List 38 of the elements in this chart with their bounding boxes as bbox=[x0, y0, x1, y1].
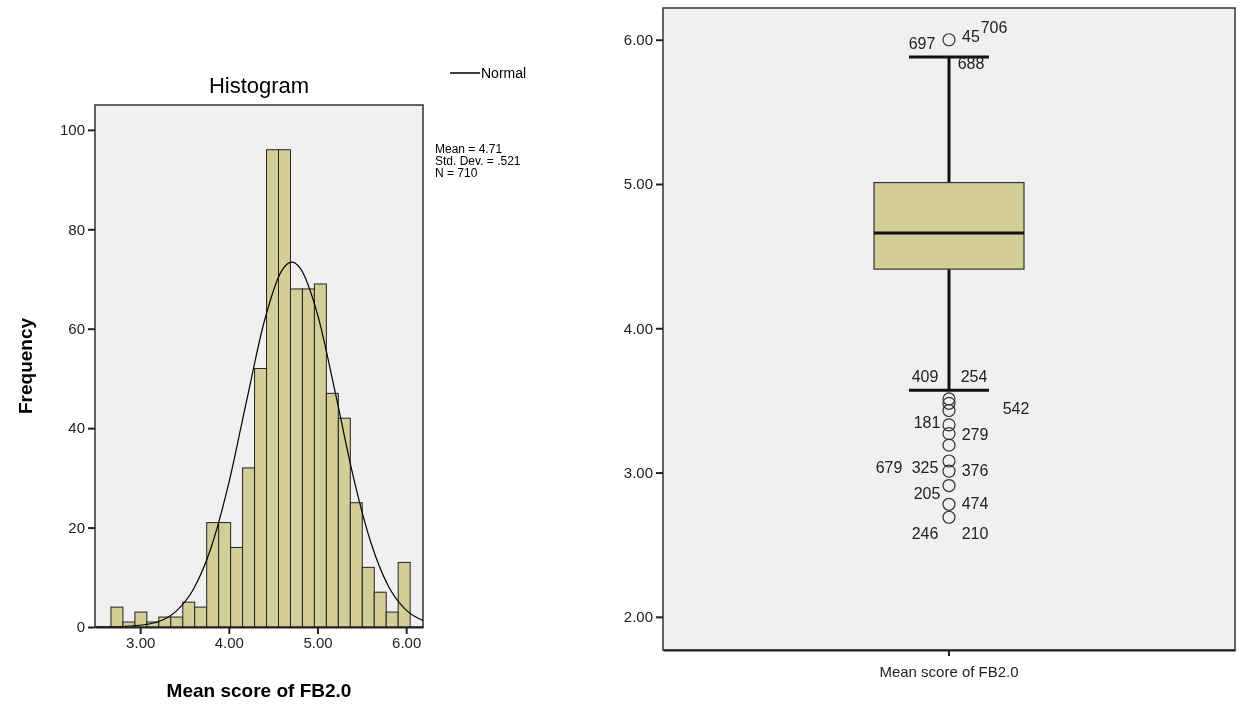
annotation: 210 bbox=[961, 524, 989, 542]
x-tick-label: 4.00 bbox=[214, 633, 244, 651]
y-axis-title: Frequency bbox=[15, 317, 36, 415]
y-tick-label: 3.00 bbox=[623, 463, 653, 481]
text: Std. Dev. = .521 bbox=[435, 154, 521, 168]
x-tick-label: 5.00 bbox=[303, 633, 333, 651]
annotation: 246 bbox=[911, 524, 939, 542]
annotation: 325 bbox=[911, 458, 939, 476]
annotation: 542 bbox=[1002, 399, 1030, 417]
y-tick-label: 5.00 bbox=[623, 175, 653, 193]
y-tick-label: 80 bbox=[68, 220, 85, 238]
y-tick-label: 100 bbox=[59, 121, 85, 139]
annotation: 376 bbox=[961, 461, 989, 479]
annotation: 45 bbox=[962, 27, 980, 45]
x-tick-label: 3.00 bbox=[126, 633, 156, 651]
annotation: 205 bbox=[913, 484, 941, 502]
annotation: 181 bbox=[913, 413, 941, 431]
text: N = 710 bbox=[435, 166, 478, 180]
y-tick-label: 40 bbox=[68, 419, 85, 437]
annotation: 679 bbox=[875, 458, 903, 476]
annotation: 474 bbox=[961, 494, 989, 512]
text: Mean = 4.71 bbox=[435, 142, 503, 156]
annotation: 409 bbox=[911, 367, 939, 385]
legend-label: Normal bbox=[481, 65, 527, 81]
x-tick-label: 6.00 bbox=[392, 633, 422, 651]
y-tick-label: 4.00 bbox=[623, 319, 653, 337]
annotation: 697 bbox=[908, 34, 936, 52]
y-tick-label: 0 bbox=[76, 618, 85, 636]
y-tick-label: 6.00 bbox=[623, 31, 653, 49]
annotation: 254 bbox=[960, 367, 988, 385]
y-tick-label: 2.00 bbox=[623, 608, 653, 626]
annotation: 279 bbox=[961, 425, 989, 443]
annotation: 706 bbox=[980, 18, 1008, 36]
annotation: 688 bbox=[957, 54, 985, 72]
y-tick-label: 20 bbox=[68, 518, 85, 536]
x-axis-title: Mean score of FB2.0 bbox=[166, 680, 352, 701]
y-tick-label: 60 bbox=[68, 320, 85, 338]
chart-title: Histogram bbox=[208, 73, 310, 98]
